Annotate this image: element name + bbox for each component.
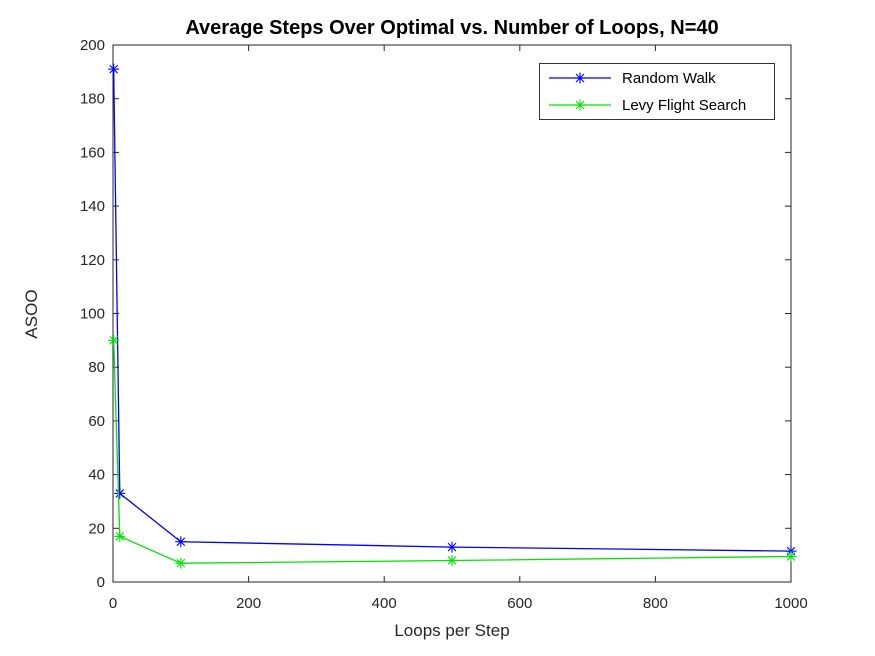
legend-line-sample-icon (549, 99, 611, 111)
series-marker (175, 557, 187, 569)
legend-line-sample-icon (549, 72, 611, 84)
y-axis-label: ASOO (22, 289, 41, 339)
y-tick-label: 140 (80, 198, 105, 215)
series-line (113, 340, 792, 564)
series-marker (114, 530, 126, 542)
series-marker (175, 536, 187, 548)
y-tick-label: 100 (80, 306, 105, 323)
legend-marker (574, 72, 586, 84)
series-marker (108, 63, 120, 75)
x-tick-label: 800 (643, 595, 668, 612)
plot-box (112, 44, 792, 583)
x-tick-label: 0 (109, 595, 117, 612)
y-tick-label: 60 (88, 413, 105, 430)
y-tick-label: 200 (80, 37, 105, 54)
series-marker (446, 555, 458, 567)
y-tick-label: 120 (80, 252, 105, 269)
series-marker (446, 541, 458, 553)
x-tick-label: 600 (507, 595, 532, 612)
legend-label: Random Walk (622, 69, 716, 87)
y-tick-label: 80 (88, 359, 105, 376)
chart-title: Average Steps Over Optimal vs. Number of… (185, 17, 719, 39)
x-axis-label: Loops per Step (394, 621, 510, 640)
series-marker (114, 487, 126, 499)
x-tick-label: 1000 (774, 595, 807, 612)
series-marker (785, 550, 797, 562)
legend-item-levy-flight-search: Levy Flight Search (540, 92, 774, 119)
series-line (113, 69, 792, 552)
y-tick-label: 180 (80, 91, 105, 108)
y-tick-label: 160 (80, 144, 105, 161)
legend-marker (574, 99, 586, 111)
legend: Random Walk Levy Flight Search (539, 63, 775, 120)
y-tick-label: 20 (88, 520, 105, 537)
x-tick-label: 200 (236, 595, 261, 612)
legend-label: Levy Flight Search (622, 96, 747, 114)
series-marker (108, 334, 120, 346)
y-tick-label: 40 (88, 467, 105, 484)
y-tick-label: 0 (97, 574, 105, 591)
legend-item-random-walk: Random Walk (540, 65, 774, 92)
x-tick-label: 400 (372, 595, 397, 612)
